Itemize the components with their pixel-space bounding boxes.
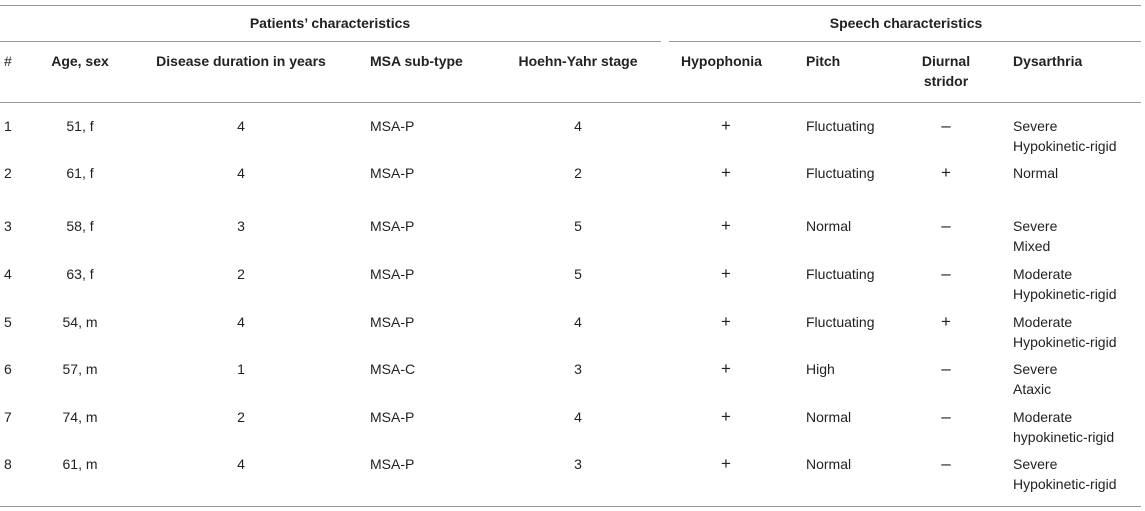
cell-stridor: – [941,116,951,135]
cell-number: 3 [4,218,12,234]
cell-pitch: Fluctuating [806,165,875,181]
cell-dysarthria-severity: Moderate [1013,409,1073,425]
cell-hoehn-yahr: 5 [574,266,582,282]
speech-group-header: Speech characteristics [829,15,983,31]
cell-hypophonia: + [721,407,731,426]
cell-pitch: Normal [806,218,852,234]
cell-subtype: MSA-P [370,118,415,134]
cell-dysarthria-severity: Severe [1013,456,1058,472]
cell-subtype: MSA-C [370,361,416,377]
cell-duration: 4 [237,456,245,472]
col-header-age-sex: Age, sex [51,53,109,69]
cell-pitch: High [806,361,835,377]
col-header-subtype: MSA sub-type [370,53,463,69]
cell-subtype: MSA-P [370,456,415,472]
cell-dysarthria-type: Mixed [1013,238,1051,254]
cell-dysarthria-severity: Severe [1013,361,1058,377]
cell-subtype: MSA-P [370,314,415,330]
cell-dysarthria-severity: Normal [1013,165,1059,181]
col-header-number: # [4,53,12,69]
cell-pitch: Fluctuating [806,266,875,282]
cell-hypophonia: + [721,163,731,182]
cell-age-sex: 61, m [62,456,98,472]
cell-age-sex: 57, m [62,361,98,377]
cell-hypophonia: + [721,216,731,235]
cell-stridor: – [941,264,951,283]
cell-dysarthria-type: Hypokinetic-rigid [1013,476,1117,492]
cell-stridor: – [941,454,951,473]
cell-subtype: MSA-P [370,409,415,425]
cell-hoehn-yahr: 5 [574,218,582,234]
cell-number: 7 [4,409,12,425]
cell-hypophonia: + [721,454,731,473]
cell-hypophonia: + [721,264,731,283]
cell-number: 1 [4,118,12,134]
cell-number: 6 [4,361,12,377]
cell-dysarthria-type: Hypokinetic-rigid [1013,286,1117,302]
cell-age-sex: 61, f [66,165,94,181]
patients-group-header: Patients’ characteristics [249,15,411,31]
col-header-duration: Disease duration in years [156,53,326,69]
cell-duration: 1 [237,361,245,377]
cell-pitch: Normal [806,456,852,472]
cell-dysarthria-type: hypokinetic-rigid [1013,429,1115,445]
cell-subtype: MSA-P [370,266,415,282]
cell-stridor: + [941,163,951,182]
cell-duration: 4 [237,165,245,181]
cell-number: 5 [4,314,12,330]
cell-duration: 2 [237,409,245,425]
col-header-dysarthria: Dysarthria [1013,53,1083,69]
speech-group-underline [669,41,1141,42]
cell-dysarthria-severity: Severe [1013,218,1058,234]
cell-duration: 3 [237,218,245,234]
cell-hypophonia: + [721,312,731,331]
cell-number: 8 [4,456,12,472]
cell-hoehn-yahr: 4 [574,118,582,134]
cell-age-sex: 58, f [66,218,94,234]
cell-age-sex: 54, m [62,314,98,330]
cell-pitch: Normal [806,409,852,425]
cell-hoehn-yahr: 3 [574,456,582,472]
cell-hoehn-yahr: 3 [574,361,582,377]
cell-pitch: Fluctuating [806,118,875,134]
cell-age-sex: 74, m [62,409,98,425]
col-header-stridor-line1: Diurnal [921,53,971,69]
cell-dysarthria-severity: Moderate [1013,314,1073,330]
cell-dysarthria-type: Hypokinetic-rigid [1013,334,1117,350]
cell-dysarthria-severity: Moderate [1013,266,1073,282]
cell-duration: 4 [237,118,245,134]
cell-stridor: – [941,407,951,426]
col-header-pitch: Pitch [806,53,841,69]
cell-number: 4 [4,266,12,282]
cell-pitch: Fluctuating [806,314,875,330]
cell-hoehn-yahr: 4 [574,314,582,330]
cell-duration: 2 [237,266,245,282]
cell-hoehn-yahr: 4 [574,409,582,425]
cell-number: 2 [4,165,12,181]
cell-dysarthria-type: Hypokinetic-rigid [1013,138,1117,154]
cell-subtype: MSA-P [370,218,415,234]
cell-dysarthria-type: Ataxic [1013,381,1052,397]
cell-age-sex: 63, f [66,266,94,282]
cell-stridor: – [941,359,951,378]
bottom-rule [0,506,1141,507]
cell-duration: 4 [237,314,245,330]
cell-hypophonia: + [721,116,731,135]
top-rule [0,5,1141,6]
header-rule [0,102,1141,103]
cell-age-sex: 51, f [66,118,94,134]
cell-dysarthria-severity: Severe [1013,118,1058,134]
col-header-hoehn-yahr: Hoehn-Yahr stage [518,53,638,69]
cell-subtype: MSA-P [370,165,415,181]
cell-hypophonia: + [721,359,731,378]
col-header-stridor-line2: stridor [923,73,969,89]
patients-group-underline [0,41,661,42]
col-header-hypophonia: Hypophonia [681,53,762,69]
cell-hoehn-yahr: 2 [574,165,582,181]
cell-stridor: – [941,216,951,235]
cell-stridor: + [941,312,951,331]
